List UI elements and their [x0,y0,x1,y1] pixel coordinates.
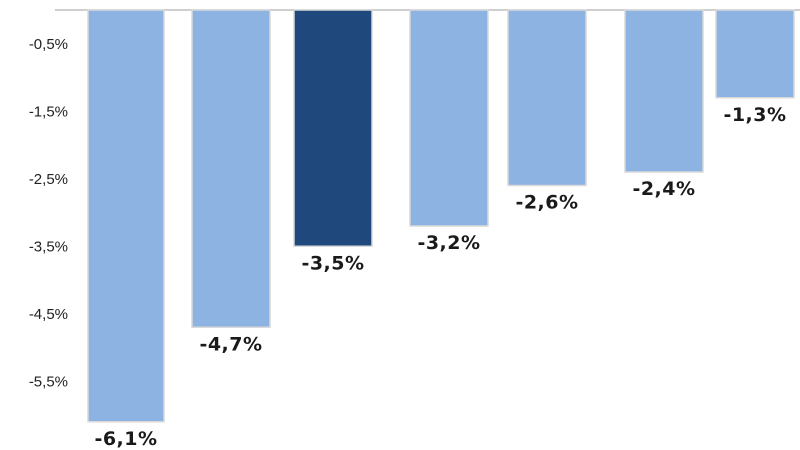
bar-value-label: -6,1% [94,428,157,450]
bar [87,9,165,423]
bar [715,9,795,99]
bar-value-label: -1,3% [723,104,786,126]
bar-value-label: -2,6% [515,192,578,214]
highlighted-bar [293,9,373,247]
y-tick-label: -1,5% [29,103,68,120]
bar [191,9,271,328]
bar-value-label: -3,2% [417,232,480,254]
bar [409,9,489,227]
y-tick-label: -5,5% [29,373,68,390]
bar-value-label: -2,4% [632,178,695,200]
bar-value-label: -4,7% [199,333,262,355]
bars [87,9,795,423]
y-tick-label: -4,5% [29,306,68,323]
y-tick-label: -3,5% [29,238,68,255]
y-tick-labels: -0,5% -1,5% -2,5% -3,5% -4,5% -5,5% [29,36,68,391]
bar-value-label: -3,5% [301,252,364,274]
y-tick-label: -2,5% [29,171,68,188]
bar [624,9,704,173]
bar [507,9,587,187]
y-tick-label: -0,5% [29,36,68,53]
data-labels: -6,1% -4,7% -3,5% -3,2% -2,6% -2,4% -1,3% [94,104,786,450]
